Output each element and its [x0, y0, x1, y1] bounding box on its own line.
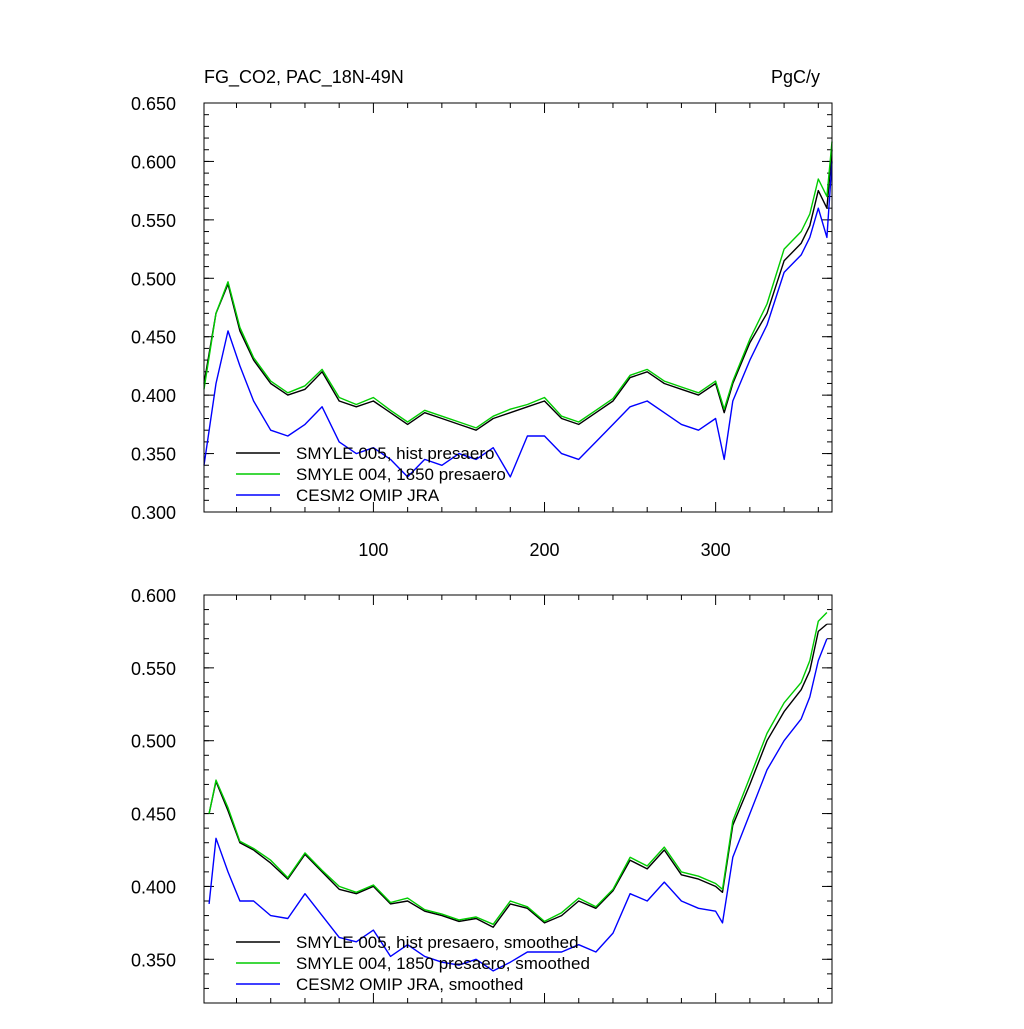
y-tick-label: 0.350	[131, 445, 176, 465]
top-panel: FG_CO2, PAC_18N-49N PgC/y 0.300 0.350 0.40…	[131, 67, 833, 560]
series-line-3	[203, 161, 833, 478]
bottom-plot-frame	[203, 594, 833, 1004]
series-line-2	[208, 612, 828, 925]
y-tick-label: 0.600	[131, 586, 176, 606]
series-line-1	[208, 623, 828, 928]
top-chart-title: FG_CO2, PAC_18N-49N	[204, 67, 404, 88]
y-tick-label: 0.600	[131, 152, 176, 172]
top-series-group	[203, 141, 833, 478]
bottom-series-group	[208, 612, 828, 972]
top-chart-units: PgC/y	[771, 67, 820, 87]
bottom-panel: 0.350 0.400 0.450 0.500 0.550 0.600 SMYLE 005…	[131, 586, 833, 1004]
top-plot-frame	[203, 102, 833, 513]
series-line-2	[203, 141, 833, 429]
legend-label: SMYLE 005, hist presaero, smoothed	[296, 933, 579, 952]
series-line-3	[208, 638, 828, 972]
legend-label: CESM2 OMIP JRA, smoothed	[296, 975, 523, 994]
legend-label: SMYLE 004, 1850 presaero	[296, 465, 506, 484]
y-tick-label: 0.550	[131, 659, 176, 679]
y-tick-label: 0.450	[131, 805, 176, 825]
legend-label: SMYLE 005, hist presaero	[296, 444, 494, 463]
bottom-legend: SMYLE 005, hist presaero, smoothed SMYLE …	[236, 933, 590, 994]
y-tick-label: 0.450	[131, 328, 176, 348]
y-tick-label: 0.650	[131, 94, 176, 114]
series-line-1	[203, 149, 833, 431]
legend-label: CESM2 OMIP JRA	[296, 486, 440, 505]
legend-label: SMYLE 004, 1850 presaero, smoothed	[296, 954, 590, 973]
y-tick-label: 0.500	[131, 269, 176, 289]
y-tick-label: 0.400	[131, 386, 176, 406]
y-tick-label: 0.500	[131, 732, 176, 752]
top-axis-ticks: 0.300 0.350 0.400 0.450 0.500 0.550 0.600 0.650…	[131, 94, 832, 560]
x-tick-label: 300	[701, 540, 731, 560]
x-tick-label: 200	[529, 540, 559, 560]
y-tick-label: 0.550	[131, 211, 176, 231]
y-tick-label: 0.400	[131, 877, 176, 897]
y-tick-label: 0.350	[131, 950, 176, 970]
top-legend: SMYLE 005, hist presaero SMYLE 004, 1850 …	[236, 444, 506, 505]
x-tick-label: 100	[358, 540, 388, 560]
y-tick-label: 0.300	[131, 503, 176, 523]
